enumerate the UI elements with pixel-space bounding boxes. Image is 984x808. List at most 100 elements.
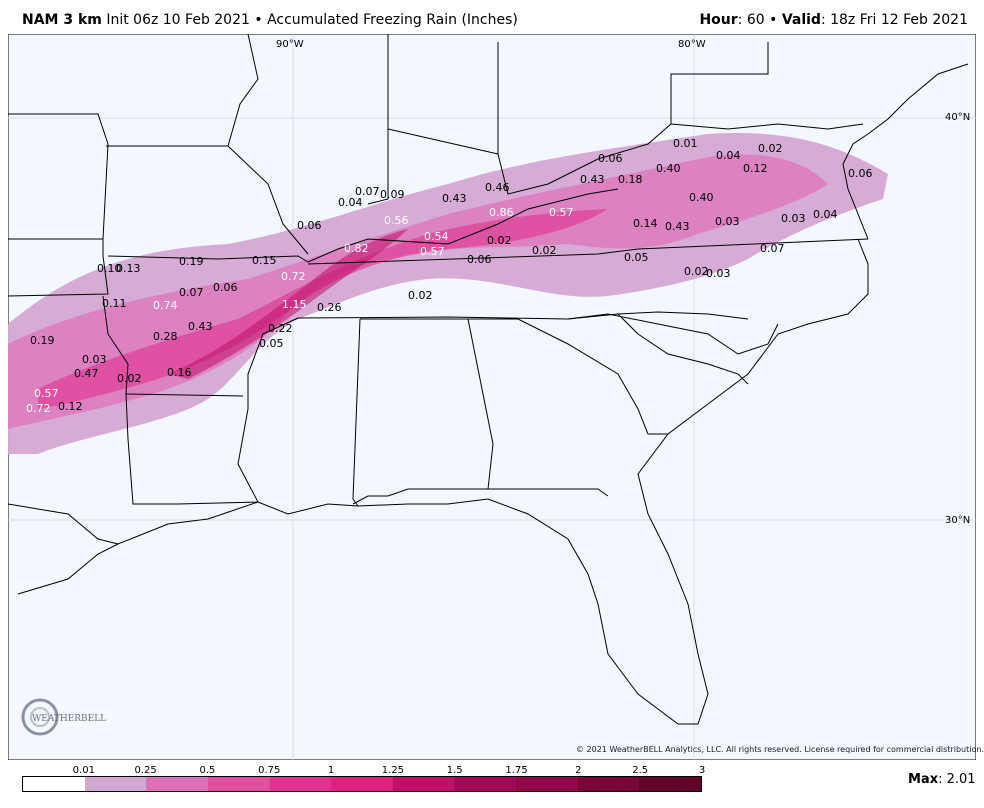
lat-label-40n: 40°N bbox=[945, 112, 970, 123]
point-value: 0.72 bbox=[26, 402, 51, 415]
point-value: 0.13 bbox=[116, 262, 141, 275]
separator: • bbox=[254, 12, 263, 28]
logo-text: WEATHERBELL bbox=[32, 714, 106, 724]
freezing-rain-swath bbox=[8, 133, 888, 454]
model-name: NAM 3 km bbox=[22, 12, 102, 28]
point-value: 0.06 bbox=[297, 219, 322, 232]
colorbar bbox=[22, 776, 702, 792]
colorbar-tick: 3 bbox=[698, 765, 706, 776]
valid-time-block: Hour: 60 • Valid: 18z Fri 12 Feb 2021 bbox=[699, 12, 968, 28]
point-value: 0.57 bbox=[34, 387, 59, 400]
freezing-rain-map: 90°W 80°W 40°N 30°N 0.0 bbox=[8, 34, 976, 760]
lon-label-80w: 80°W bbox=[678, 39, 706, 50]
point-value: 0.03 bbox=[715, 215, 740, 228]
point-value: 0.02 bbox=[487, 234, 512, 247]
point-value: 0.82 bbox=[344, 242, 369, 255]
point-value: 0.12 bbox=[743, 162, 768, 175]
colorbar-tick: 0.75 bbox=[258, 765, 281, 776]
point-value: 0.02 bbox=[117, 372, 142, 385]
point-value: 0.57 bbox=[549, 206, 574, 219]
lon-label-90w: 90°W bbox=[276, 39, 304, 50]
point-value: 0.56 bbox=[384, 214, 409, 227]
point-value: 0.06 bbox=[467, 253, 492, 266]
valid-label: Valid bbox=[781, 12, 821, 28]
colorbar-tick: 2 bbox=[575, 765, 582, 776]
colorbar-segment bbox=[23, 777, 85, 791]
hour-value: : 60 bbox=[737, 12, 765, 28]
init-time: Init 06z 10 Feb 2021 bbox=[106, 12, 250, 28]
colorbar-segment bbox=[269, 777, 332, 791]
colorbar-tick: 1.25 bbox=[381, 765, 405, 776]
colorbar-tick: 0.5 bbox=[199, 765, 216, 776]
point-value: 0.14 bbox=[633, 217, 658, 230]
boundaries bbox=[8, 34, 969, 725]
point-value: 0.03 bbox=[706, 267, 731, 280]
colorbar-segment bbox=[331, 777, 393, 791]
colorbar-segment bbox=[454, 777, 517, 791]
point-value: 0.05 bbox=[624, 251, 649, 264]
point-value: 0.12 bbox=[58, 400, 83, 413]
colorbar-segment bbox=[516, 777, 578, 791]
colorbar-segment bbox=[207, 777, 270, 791]
point-value: 0.07 bbox=[179, 286, 204, 299]
point-value: 0.07 bbox=[760, 242, 785, 255]
separator: • bbox=[769, 12, 778, 28]
point-value: 0.02 bbox=[408, 289, 433, 302]
point-value: 0.72 bbox=[281, 270, 306, 283]
point-value: 1.15 bbox=[282, 298, 307, 311]
max-label: Max bbox=[908, 772, 939, 787]
point-value: 0.05 bbox=[259, 337, 284, 350]
colorbar-tick: 1.5 bbox=[446, 765, 463, 776]
point-value: 0.10 bbox=[97, 262, 122, 275]
point-value: 0.43 bbox=[580, 173, 605, 186]
point-value: 0.02 bbox=[684, 265, 709, 278]
point-value: 0.47 bbox=[74, 367, 99, 380]
point-value: 0.40 bbox=[656, 162, 681, 175]
max-number: : 2.01 bbox=[938, 772, 976, 787]
hour-label: Hour bbox=[699, 12, 738, 28]
point-value: 0.09 bbox=[380, 188, 405, 201]
point-value: 0.19 bbox=[179, 255, 204, 268]
colorbar-segment bbox=[639, 777, 702, 791]
colorbar-segment bbox=[146, 777, 208, 791]
point-value: 0.02 bbox=[758, 142, 783, 155]
point-value: 0.06 bbox=[598, 152, 623, 165]
map-title: NAM 3 km Init 06z 10 Feb 2021 • Accumula… bbox=[22, 12, 518, 28]
point-value: 0.22 bbox=[268, 322, 293, 335]
point-value: 0.26 bbox=[317, 301, 342, 314]
point-value: 0.18 bbox=[618, 173, 643, 186]
point-value: 0.43 bbox=[188, 320, 213, 333]
colorbar-segment bbox=[84, 777, 147, 791]
valid-value: : 18z Fri 12 Feb 2021 bbox=[820, 12, 968, 28]
header: NAM 3 km Init 06z 10 Feb 2021 • Accumula… bbox=[0, 0, 984, 34]
product-name: Accumulated Freezing Rain (Inches) bbox=[267, 12, 518, 28]
colorbar-tick: 1 bbox=[327, 765, 335, 776]
max-value: Max: 2.01 bbox=[908, 772, 976, 787]
colorbar-tick: 0.01 bbox=[72, 765, 95, 776]
point-value: 0.03 bbox=[82, 353, 107, 366]
point-value: 0.46 bbox=[485, 181, 510, 194]
colorbar-tick: 0.25 bbox=[134, 765, 157, 776]
colorbar-segment bbox=[577, 777, 640, 791]
copyright-notice: © 2021 WeatherBELL Analytics, LLC. All r… bbox=[576, 745, 984, 754]
weatherbell-logo: WEATHERBELL bbox=[21, 698, 106, 736]
colorbar-segment bbox=[392, 777, 455, 791]
point-value: 0.74 bbox=[153, 299, 178, 312]
point-value: 0.04 bbox=[338, 196, 363, 209]
point-value: 0.03 bbox=[781, 212, 806, 225]
colorbar-tick: 2.5 bbox=[632, 765, 649, 776]
point-value: 0.04 bbox=[716, 149, 741, 162]
point-value: 0.16 bbox=[167, 366, 192, 379]
point-values: 0.01 0.04 0.02 0.06 0.40 0.12 0.06 0.43 … bbox=[26, 137, 873, 415]
point-value: 0.11 bbox=[102, 297, 127, 310]
point-value: 0.28 bbox=[153, 330, 178, 343]
point-value: 0.19 bbox=[30, 334, 55, 347]
lat-label-30n: 30°N bbox=[945, 515, 970, 526]
point-value: 0.04 bbox=[813, 208, 838, 221]
point-value: 0.06 bbox=[848, 167, 873, 180]
point-value: 0.07 bbox=[355, 185, 380, 198]
point-value: 0.43 bbox=[665, 220, 690, 233]
point-value: 0.40 bbox=[689, 191, 714, 204]
point-value: 0.15 bbox=[252, 254, 277, 267]
point-value: 0.01 bbox=[673, 137, 698, 150]
